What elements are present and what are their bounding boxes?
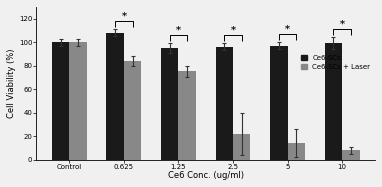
Bar bbox=[215, 47, 233, 160]
Bar bbox=[69, 42, 87, 160]
Bar bbox=[52, 42, 69, 160]
Bar bbox=[342, 150, 360, 160]
Y-axis label: Cell Viability (%): Cell Viability (%) bbox=[7, 48, 16, 118]
Bar bbox=[178, 71, 196, 160]
Text: *: * bbox=[176, 25, 181, 35]
X-axis label: Ce6 Conc. (ug/ml): Ce6 Conc. (ug/ml) bbox=[168, 171, 244, 180]
Bar bbox=[233, 134, 251, 160]
Bar bbox=[161, 48, 178, 160]
Text: *: * bbox=[340, 20, 345, 29]
Text: *: * bbox=[285, 24, 290, 33]
Bar bbox=[325, 43, 342, 160]
Text: *: * bbox=[121, 11, 126, 20]
Text: *: * bbox=[230, 25, 236, 35]
Bar bbox=[124, 61, 141, 160]
Bar bbox=[106, 33, 124, 160]
Bar bbox=[270, 46, 288, 160]
Legend: Ce6-SCs, Ce6-SCs + Laser: Ce6-SCs, Ce6-SCs + Laser bbox=[300, 53, 372, 71]
Bar bbox=[288, 143, 305, 160]
